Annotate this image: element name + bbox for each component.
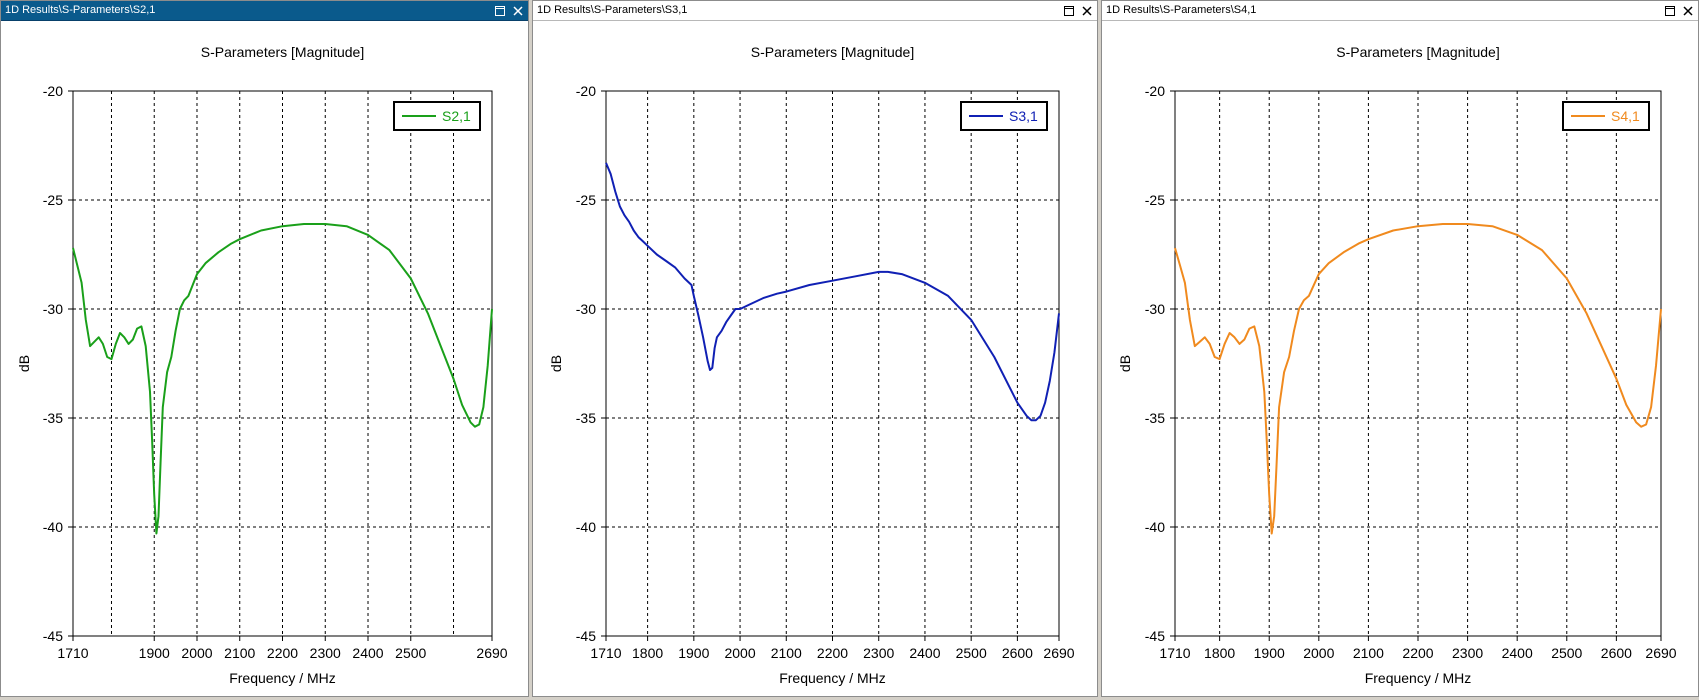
x-tick-label: 2400 [352,645,383,661]
s31-chart: S-Parameters [Magnitude] 1710 1800 1900 2000… [548,44,1075,686]
legend-label: S4,1 [1611,108,1640,124]
x-tick-label: 2600 [1002,645,1033,661]
y-tick-label: -40 [1145,519,1165,535]
s21-chart: S-Parameters [Magnitude] 1710 1900 2000 2100… [16,44,508,686]
series-line-S21 [72,223,493,535]
x-tick-label: 1900 [678,645,709,661]
y-tick-label: -45 [1145,628,1165,644]
result-window-s31[interactable]: 1D Results\S-Parameters\S3,1 S-Parameter… [532,0,1098,697]
x-tick-label: 1900 [139,645,170,661]
x-tick-label: 2000 [1303,645,1334,661]
y-tick-label: -20 [43,83,63,99]
chart-title: S-Parameters [Magnitude] [201,44,364,60]
x-tick-label: 2500 [395,645,426,661]
y-tick-label: -20 [1145,83,1165,99]
x-tick-label: 1710 [1159,645,1190,661]
x-tick-label: 2200 [267,645,298,661]
y-tick-label: -35 [43,410,63,426]
x-tick-label: 2200 [817,645,848,661]
close-icon[interactable] [1682,5,1694,17]
chart-title: S-Parameters [Magnitude] [1336,44,1499,60]
legend-label: S3,1 [1009,108,1038,124]
x-tick-label: 2500 [956,645,987,661]
chart-title: S-Parameters [Magnitude] [751,44,914,60]
x-tick-label: 2100 [1353,645,1384,661]
window-title: 1D Results\S-Parameters\S4,1 [1106,4,1257,16]
series-line-S31 [605,162,1060,422]
y-tick-label: -45 [43,628,63,644]
y-tick-label: -45 [576,628,596,644]
y-tick-label: -25 [576,192,596,208]
s41-chart: S-Parameters [Magnitude] 1710 1800 1900 2000… [1117,44,1677,686]
window-title: 1D Results\S-Parameters\S3,1 [537,4,688,16]
y-axis-label: dB [1117,355,1133,372]
restore-icon[interactable] [494,5,506,17]
x-tick-label: 2690 [476,645,507,661]
y-tick-label: -25 [1145,192,1165,208]
x-tick-label: 2500 [1551,645,1582,661]
x-tick-label: 1900 [1254,645,1285,661]
y-tick-label: -30 [576,301,596,317]
x-tick-label: 1710 [590,645,621,661]
y-axis-label: dB [548,355,564,372]
legend-label: S2,1 [442,108,471,124]
x-tick-label: 1800 [632,645,663,661]
x-tick-label: 2600 [1601,645,1632,661]
x-tick-label: 2300 [863,645,894,661]
x-tick-label: 1710 [57,645,88,661]
window-titlebar[interactable]: 1D Results\S-Parameters\S4,1 [1102,1,1698,21]
result-window-s21[interactable]: 1D Results\S-Parameters\S2,1 S-Parameter… [0,0,529,697]
x-tick-label: 2300 [1452,645,1483,661]
x-axis-label: Frequency / MHz [779,670,886,686]
x-axis-label: Frequency / MHz [1365,670,1472,686]
restore-icon[interactable] [1063,5,1075,17]
y-tick-label: -40 [43,519,63,535]
series-line-S41 [1174,223,1662,535]
x-tick-label: 2000 [724,645,755,661]
x-tick-label: 2000 [181,645,212,661]
window-titlebar[interactable]: 1D Results\S-Parameters\S3,1 [533,1,1097,21]
y-tick-label: -40 [576,519,596,535]
x-tick-label: 2690 [1043,645,1074,661]
x-tick-label: 2200 [1402,645,1433,661]
window-title: 1D Results\S-Parameters\S2,1 [5,4,156,16]
close-icon[interactable] [1081,5,1093,17]
y-tick-label: -20 [576,83,596,99]
y-tick-label: -30 [1145,301,1165,317]
x-tick-label: 2690 [1645,645,1676,661]
x-tick-label: 2100 [224,645,255,661]
y-tick-label: -30 [43,301,63,317]
x-tick-label: 2100 [771,645,802,661]
y-tick-label: -35 [576,410,596,426]
x-tick-label: 1800 [1204,645,1235,661]
x-tick-label: 2400 [909,645,940,661]
close-icon[interactable] [512,5,524,17]
x-axis-label: Frequency / MHz [229,670,336,686]
y-tick-label: -35 [1145,410,1165,426]
y-tick-label: -25 [43,192,63,208]
restore-icon[interactable] [1664,5,1676,17]
x-tick-label: 2400 [1502,645,1533,661]
window-titlebar[interactable]: 1D Results\S-Parameters\S2,1 [1,1,528,21]
result-window-s41[interactable]: 1D Results\S-Parameters\S4,1 S-Parameter… [1101,0,1699,697]
y-axis-label: dB [16,355,32,372]
x-tick-label: 2300 [310,645,341,661]
